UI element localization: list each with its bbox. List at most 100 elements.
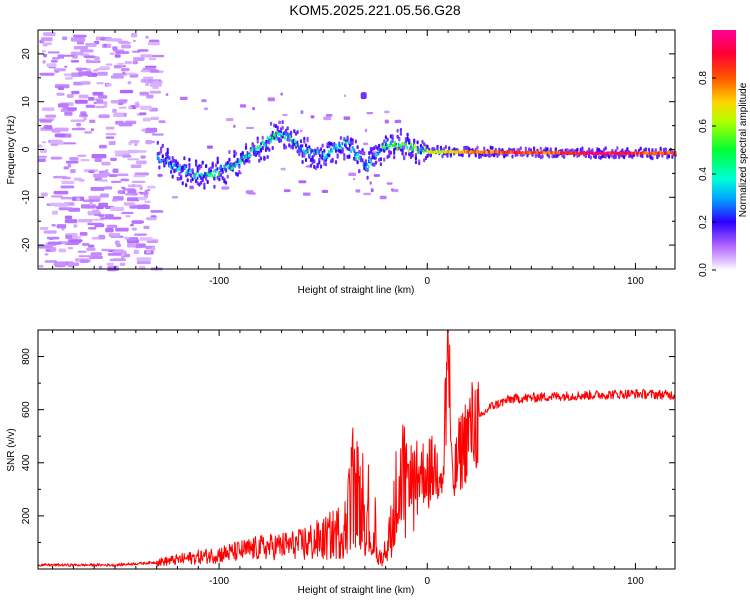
- ridge-core-cell: [591, 152, 594, 156]
- noise-speckle: [106, 262, 114, 266]
- y-tick-label: 600: [21, 401, 32, 418]
- noise-speckle: [171, 196, 179, 199]
- colorbar-label: Normalized spectral amplitude: [738, 82, 749, 217]
- noise-speckle: [99, 144, 107, 149]
- noise-speckle: [95, 105, 105, 109]
- ridge-core-cell: [204, 171, 206, 176]
- ridge-core-cell: [646, 151, 649, 155]
- noise-speckle: [101, 161, 111, 166]
- noise-speckle: [50, 60, 58, 63]
- ridge-halo-cell: [413, 140, 416, 144]
- ridge-core-cell: [321, 157, 324, 161]
- spectrogram-y-label: Frequency (Hz): [6, 116, 17, 185]
- ridge-core-cell: [623, 151, 626, 155]
- ridge-core-cell: [241, 155, 244, 159]
- ridge-core-cell: [423, 146, 426, 150]
- ridge-halo-cell: [321, 143, 324, 148]
- noise-speckle: [96, 82, 104, 85]
- ridge-halo-cell: [316, 162, 319, 167]
- ridge-core-cell: [210, 172, 213, 176]
- ridge-core-cell: [197, 173, 200, 177]
- ridge-halo-cell: [616, 146, 619, 151]
- noise-speckle: [267, 97, 275, 102]
- ridge-core-cell: [265, 139, 268, 144]
- ridge-core-cell: [332, 146, 335, 150]
- ridge-core-cell: [622, 151, 625, 155]
- ridge-core-cell: [611, 151, 614, 155]
- ridge-halo-cell: [323, 149, 326, 153]
- ridge-core-cell: [547, 150, 550, 154]
- ridge-core-cell: [316, 150, 319, 154]
- ridge-core-cell: [616, 151, 619, 155]
- noise-speckle: [145, 82, 149, 87]
- ridge-core-cell: [271, 136, 274, 140]
- ridge-core-cell: [592, 151, 595, 155]
- snr-y-ticks: 200 400 600 800: [21, 329, 675, 543]
- ridge-core-cell: [189, 172, 191, 176]
- ridge-core-cell: [437, 151, 440, 154]
- ridge-core-cell: [632, 151, 635, 155]
- ridge-core-cell: [490, 150, 492, 154]
- noise-speckle: [82, 242, 90, 247]
- ridge-core-cell: [538, 151, 541, 155]
- noise-speckle: [75, 127, 84, 130]
- ridge-core-cell: [275, 137, 278, 142]
- ridge-halo-cell: [304, 143, 308, 148]
- ridge-halo-cell: [216, 160, 219, 165]
- noise-speckle: [98, 214, 105, 217]
- ridge-core-cell: [239, 158, 241, 162]
- ridge-core-cell: [618, 151, 621, 155]
- ridge-core-cell: [277, 132, 280, 136]
- ridge-halo-cell: [341, 148, 344, 153]
- ridge-halo-cell: [431, 146, 434, 151]
- noise-speckle: [65, 234, 73, 239]
- ridge-core-cell: [495, 150, 497, 154]
- ridge-core-cell: [397, 142, 400, 146]
- ridge-core-cell: [531, 151, 534, 155]
- noise-speckle: [57, 54, 65, 59]
- spectrogram-x-ticks: -100 0 100: [52, 30, 657, 287]
- noise-speckle: [136, 204, 150, 210]
- snr-x-label: Height of straight line (km): [298, 585, 415, 596]
- x-tick-label: -100: [209, 576, 229, 587]
- ridge-core-cell: [170, 166, 173, 170]
- noise-speckle: [42, 107, 55, 111]
- ridge-halo-cell: [414, 153, 417, 157]
- noise-speckle: [114, 54, 121, 58]
- ridge-halo-cell: [188, 157, 191, 162]
- noise-speckle: [80, 159, 90, 162]
- ridge-core-cell: [488, 150, 491, 154]
- noise-speckle: [74, 99, 88, 104]
- ridge-halo-cell: [349, 137, 352, 142]
- noise-speckle: [41, 50, 46, 53]
- ridge-halo-cell: [391, 139, 394, 143]
- noise-speckle: [108, 233, 121, 237]
- ridge-halo-cell: [334, 160, 338, 165]
- ridge-core-cell: [225, 168, 228, 172]
- noise-speckle: [39, 72, 55, 76]
- ridge-core-cell: [284, 136, 286, 140]
- ridge-core-cell: [156, 155, 159, 159]
- ridge-core-cell: [442, 149, 445, 153]
- ridge-halo-cell: [218, 177, 221, 182]
- ridge-halo-cell: [276, 125, 279, 130]
- ridge-core-cell: [445, 150, 447, 154]
- noise-speckle: [98, 234, 106, 240]
- ridge-core-cell: [417, 150, 420, 155]
- ridge-core-cell: [372, 156, 375, 160]
- ridge-halo-cell: [534, 154, 537, 159]
- ridge-halo-cell: [261, 145, 264, 150]
- y-tick-label: 200: [21, 507, 32, 524]
- ridge-core-cell: [536, 150, 539, 154]
- ridge-halo-cell: [216, 175, 219, 180]
- ridge-halo-cell: [289, 130, 293, 135]
- noise-speckle: [148, 57, 157, 61]
- noise-speckle: [70, 169, 76, 174]
- ridge-core-cell: [192, 175, 195, 179]
- ridge-core-cell: [236, 162, 239, 167]
- noise-speckle: [47, 51, 60, 54]
- noise-speckle: [38, 264, 44, 268]
- ridge-halo-cell: [346, 135, 349, 140]
- ridge-halo-cell: [553, 154, 556, 159]
- ridge-core-cell: [207, 173, 210, 177]
